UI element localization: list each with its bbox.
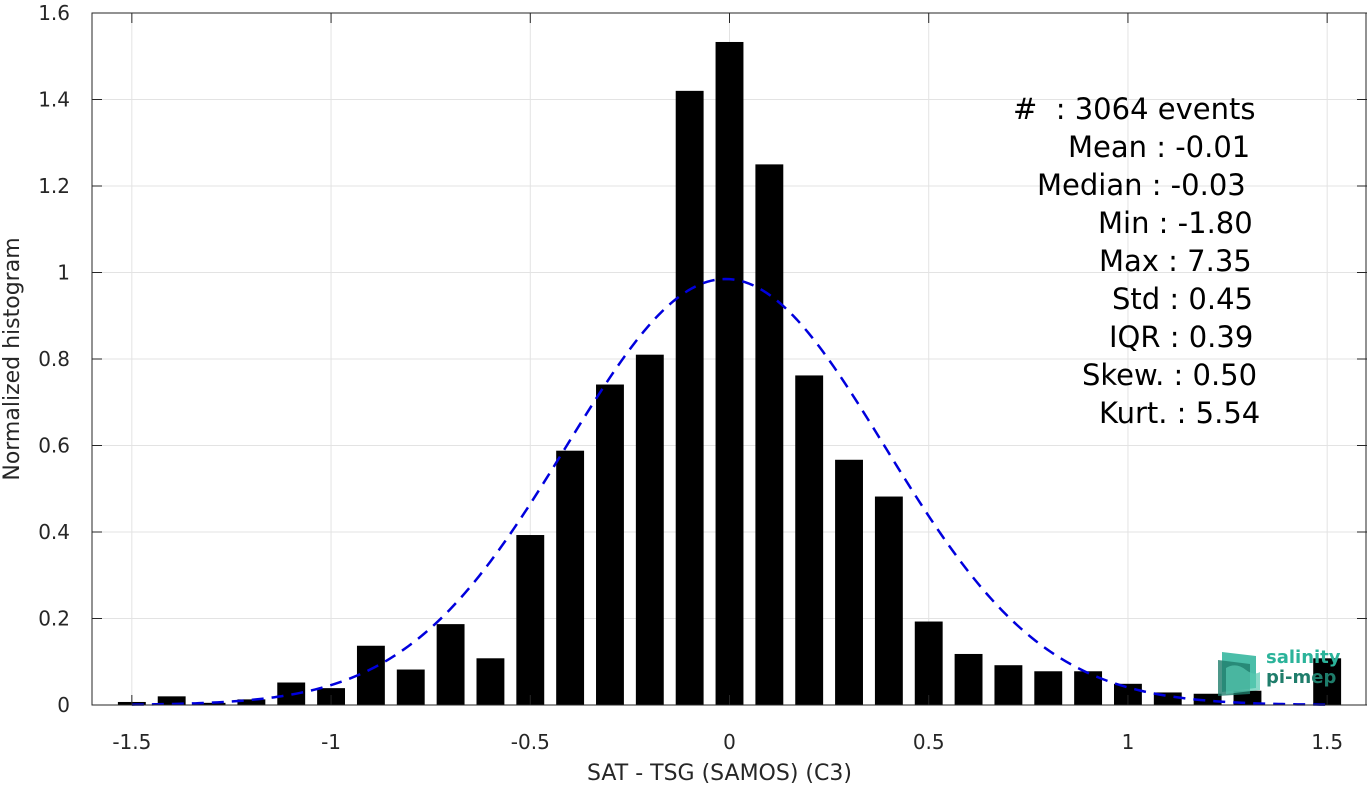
x-tick-label: -1.5 <box>112 730 151 754</box>
histogram-bar <box>675 90 704 706</box>
y-tick-label: 0.2 <box>38 607 70 631</box>
logo-mark-icon <box>1218 652 1260 696</box>
stat-kurt: Kurt. : 5.54 <box>1099 396 1261 430</box>
logo-text-salinity: salinity <box>1266 647 1341 668</box>
y-tick-label: 1.4 <box>38 88 70 112</box>
histogram-bar <box>874 496 903 705</box>
x-tick-label: 0 <box>723 730 736 754</box>
histogram-bar <box>1034 671 1063 705</box>
histogram-bar <box>954 653 983 705</box>
histogram-bar <box>157 696 186 705</box>
histogram-bar <box>237 699 266 705</box>
histogram-bars <box>117 41 1342 706</box>
histogram-bar <box>356 645 385 705</box>
stat-max: Max : 7.35 <box>1099 244 1252 278</box>
histogram-bar <box>914 621 943 705</box>
stat-events: # : 3064 events <box>1013 92 1256 126</box>
histogram-bar <box>835 459 863 705</box>
stat-mean: Mean : -0.01 <box>1068 130 1251 164</box>
statistics-box: # : 3064 events Mean : -0.01 Median : -0… <box>960 90 1280 432</box>
x-tick-label: 1.5 <box>1311 730 1343 754</box>
x-axis-label: SAT - TSG (SAMOS) (C3) <box>587 761 852 785</box>
histogram-bar <box>197 702 226 705</box>
logo-text-pi-mep: pi-mep <box>1266 667 1337 688</box>
y-tick-label: 1.6 <box>38 1 70 25</box>
y-tick-label: 0.6 <box>38 434 70 458</box>
histogram-bar <box>635 354 664 705</box>
y-tick-label: 0 <box>57 693 70 717</box>
y-tick-label: 1 <box>57 261 70 285</box>
y-tick-label: 0.8 <box>38 347 70 371</box>
y-tick-label: 1.2 <box>38 174 70 198</box>
histogram-bar <box>476 658 505 705</box>
x-tick-label: -0.5 <box>511 730 550 754</box>
stat-min: Min : -1.80 <box>1098 206 1253 240</box>
salinity-pimep-logo: salinity pi-mep <box>1216 646 1351 696</box>
histogram-bar <box>795 375 824 705</box>
histogram-bar <box>556 450 585 705</box>
histogram-bar <box>516 535 545 705</box>
gaussian-fit-curve <box>131 277 1328 706</box>
stat-skew: Skew. : 0.50 <box>1082 358 1258 392</box>
histogram-bar <box>1193 693 1222 705</box>
histogram-bar <box>755 164 784 705</box>
stat-iqr: IQR : 0.39 <box>1109 320 1254 354</box>
histogram-bar <box>994 665 1023 705</box>
histogram-bar <box>715 41 744 706</box>
x-tick-label: -1 <box>321 730 341 754</box>
y-tick-label: 0.4 <box>38 520 70 544</box>
histogram-bar <box>436 624 465 705</box>
x-tick-label: 1 <box>1122 730 1135 754</box>
histogram-bar <box>396 669 425 705</box>
stat-median: Median : -0.03 <box>1037 168 1246 202</box>
y-axis-label: Normalized histogram <box>0 237 25 480</box>
axis-ticks: -1.5 -1 -0.5 0 0.5 1 1.5 0 0.2 0.4 0.6 0.8 1 1.2 1.4 1.… <box>38 1 1367 754</box>
stat-std: Std : 0.45 <box>1112 282 1253 316</box>
histogram-bar <box>596 384 624 705</box>
x-tick-label: 0.5 <box>913 730 945 754</box>
